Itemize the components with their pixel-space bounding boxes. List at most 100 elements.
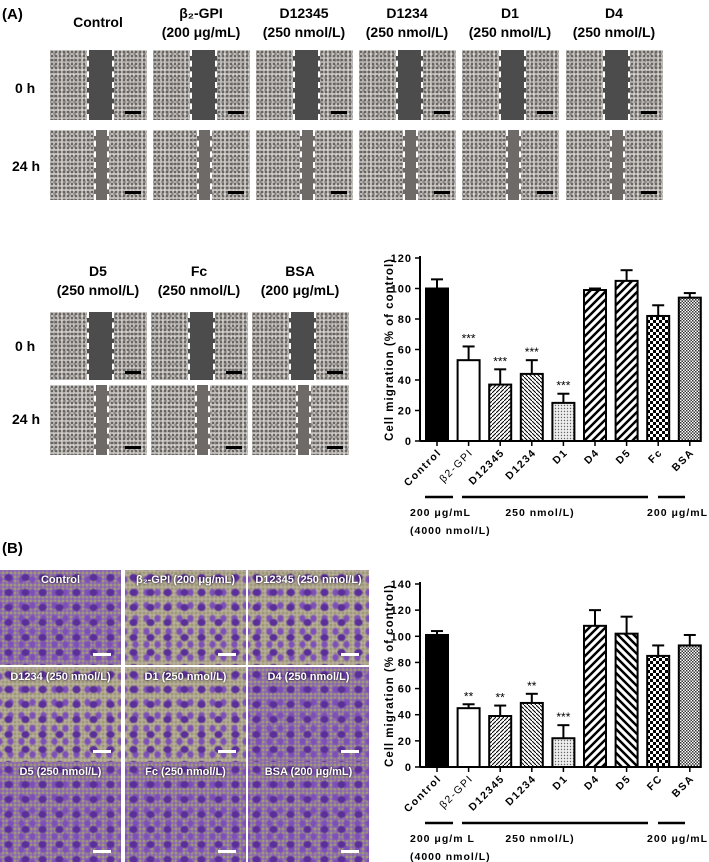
scratch-image-24h — [151, 385, 248, 455]
bar-d4 — [583, 289, 607, 443]
bar-d1 — [551, 401, 576, 442]
column-header: D1 (250 nmol/L) — [458, 4, 562, 42]
panel-a-label: (A) — [2, 6, 23, 23]
scratch-image-0h — [462, 50, 559, 120]
scratch-wound-gap — [196, 130, 213, 200]
x-tick-label: Fc — [646, 447, 665, 466]
scratch-image-24h — [153, 130, 250, 200]
scale-bar — [327, 371, 343, 374]
condition-name: D5 — [89, 263, 107, 279]
transwell-image: D1234 (250 nmol/L) — [0, 667, 121, 762]
scratch-image-24h — [566, 130, 663, 200]
transwell-image-label: Fc (250 nmol/L) — [145, 766, 226, 778]
scale-bar — [218, 750, 236, 753]
bar-d1234 — [519, 701, 544, 768]
transwell-image: D4 (250 nmol/L) — [248, 667, 369, 762]
transwell-image: β₂-GPI (200 μg/mL) — [125, 570, 246, 665]
scratch-wound-gap — [498, 50, 527, 120]
scratch-wound-gap — [395, 50, 424, 120]
bar-β2-gpi — [456, 359, 481, 442]
x-tick-label: D5 — [614, 773, 634, 793]
bar-d12345 — [488, 715, 513, 768]
scratch-image-24h — [50, 130, 147, 200]
scale-bar — [93, 750, 111, 753]
scratch-wound-gap — [299, 130, 316, 200]
x-tick-label: BSA — [670, 773, 697, 800]
scale-bar — [218, 653, 236, 656]
condition-name: β₂-GPI — [179, 5, 223, 21]
y-tick-label: 60 — [398, 684, 412, 696]
panel-b-label: (B) — [2, 540, 23, 557]
x-tick-label: BSA — [670, 447, 697, 474]
transwell-image: D5 (250 nmol/L) — [0, 762, 121, 862]
column-header: β₂-GPI (200 μg/mL) — [149, 4, 253, 42]
significance-label: ** — [496, 691, 506, 705]
transwell-image-label: D1 (250 nmol/L) — [144, 671, 227, 683]
x-tick-label: Control — [402, 447, 444, 489]
column-header: D5 (250 nmol/L) — [46, 262, 150, 300]
scratch-image-24h — [256, 130, 353, 200]
scale-bar — [228, 191, 244, 194]
transwell-image-label: BSA (200 μg/mL) — [264, 766, 353, 778]
group-label: 200 μg/m L — [410, 833, 475, 845]
scale-bar — [327, 446, 343, 449]
condition-concentration: (250 nmol/L) — [157, 282, 241, 298]
scale-bar — [537, 191, 553, 194]
scale-bar — [93, 850, 111, 853]
scratch-image-0h — [50, 312, 147, 380]
significance-label: ** — [527, 679, 537, 693]
y-tick-label: 0 — [405, 762, 412, 774]
y-tick-label: 40 — [398, 710, 412, 722]
condition-concentration: (250 nmol/L) — [262, 24, 346, 40]
scratch-image-0h — [256, 50, 353, 120]
condition-name: D4 — [605, 5, 623, 21]
transwell-image: Control — [0, 570, 121, 665]
significance-label: *** — [462, 331, 476, 345]
bar-fc — [646, 314, 671, 442]
scratch-wound-gap — [93, 385, 110, 455]
condition-concentration: (200 μg/mL) — [161, 24, 241, 40]
transwell-image-label: β₂-GPI (200 μg/mL) — [135, 574, 235, 586]
x-tick-label: D5 — [614, 447, 634, 467]
scale-bar — [641, 191, 657, 194]
transwell-image-label: D1234 (250 nmol/L) — [10, 671, 111, 683]
x-tick-label: D1 — [550, 773, 570, 793]
y-tick-label: 20 — [398, 406, 412, 418]
scale-bar — [125, 371, 141, 374]
bar-d12345 — [488, 383, 513, 442]
row-label-0h: 0 h — [15, 338, 36, 354]
scratch-wound-gap — [295, 385, 312, 455]
column-header: Control — [46, 13, 150, 32]
transwell-image: BSA (200 μg/mL) — [248, 762, 369, 862]
bar-d1234 — [519, 372, 544, 442]
y-tick-label: 100 — [391, 631, 412, 643]
transwell-image-label: D12345 (250 nmol/L) — [255, 574, 362, 586]
group-label: 200 μg/mL — [647, 833, 708, 845]
scratch-image-24h — [462, 130, 559, 200]
scratch-wound-gap — [194, 385, 211, 455]
y-tick-label: 120 — [391, 253, 412, 265]
bar-d1 — [551, 737, 576, 769]
group-label: 200 μg/mL — [410, 507, 471, 519]
group-label: (4000 nmol/L) — [410, 851, 491, 862]
row-label-0h: 0 h — [15, 80, 36, 96]
scale-bar — [331, 191, 347, 194]
y-tick-label: 40 — [398, 375, 412, 387]
scale-bar — [434, 191, 450, 194]
x-tick-label: D4 — [582, 447, 602, 467]
y-tick-label: 60 — [398, 345, 412, 357]
scratch-image-24h — [252, 385, 349, 455]
scale-bar — [331, 111, 347, 114]
scale-bar — [125, 191, 141, 194]
x-tick-label: Control — [402, 773, 444, 815]
condition-concentration: (250 nmol/L) — [572, 24, 656, 40]
y-tick-label: 20 — [398, 736, 412, 748]
condition-name: D1 — [501, 5, 519, 21]
group-label: 250 nmol/L) — [505, 833, 574, 845]
scratch-wound-gap — [292, 50, 321, 120]
scale-bar — [434, 111, 450, 114]
scale-bar — [226, 371, 242, 374]
scratch-wound-gap — [86, 312, 115, 380]
